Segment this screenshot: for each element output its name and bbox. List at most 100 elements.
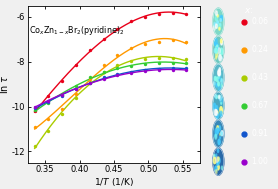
Circle shape [216, 111, 218, 115]
Circle shape [217, 149, 219, 153]
Point [170, 67, 175, 70]
Point [33, 109, 37, 112]
Circle shape [217, 15, 218, 17]
Circle shape [215, 134, 216, 137]
Point [184, 68, 188, 71]
Circle shape [218, 139, 220, 145]
Circle shape [219, 27, 220, 30]
Point [101, 76, 106, 79]
Circle shape [219, 95, 222, 101]
Text: 1.00: 1.00 [251, 157, 268, 166]
Point [157, 69, 161, 72]
Circle shape [215, 94, 216, 98]
Circle shape [213, 157, 216, 164]
Point [101, 38, 106, 41]
Circle shape [214, 49, 216, 53]
Circle shape [216, 154, 217, 156]
Circle shape [219, 126, 220, 131]
Point [88, 49, 92, 52]
Point [33, 106, 37, 109]
Circle shape [216, 52, 218, 57]
Circle shape [221, 41, 222, 45]
Circle shape [216, 43, 219, 49]
Point [46, 101, 51, 104]
Circle shape [217, 162, 218, 165]
Circle shape [216, 57, 217, 59]
Point [170, 61, 175, 64]
Circle shape [218, 158, 220, 163]
Circle shape [217, 45, 218, 48]
Point [115, 67, 120, 70]
Circle shape [216, 84, 217, 87]
Circle shape [214, 82, 215, 85]
Circle shape [218, 157, 219, 160]
Point [74, 64, 78, 67]
Circle shape [217, 21, 218, 23]
Point [129, 20, 133, 23]
Point [60, 93, 64, 96]
Point [74, 88, 78, 91]
Circle shape [219, 24, 221, 29]
Circle shape [221, 78, 222, 81]
Point [33, 108, 37, 111]
Point [170, 68, 175, 71]
Point [143, 70, 147, 73]
Point [101, 70, 106, 73]
Point [74, 85, 78, 88]
Circle shape [221, 109, 223, 114]
Point [115, 64, 120, 67]
Circle shape [214, 22, 215, 26]
Circle shape [221, 84, 222, 87]
Point [129, 47, 133, 50]
Circle shape [218, 84, 220, 90]
Circle shape [214, 26, 215, 30]
Circle shape [216, 95, 217, 99]
Circle shape [213, 92, 224, 119]
Point [46, 102, 51, 105]
Circle shape [216, 157, 218, 163]
Text: 0.91: 0.91 [251, 129, 268, 138]
Text: $x$:: $x$: [244, 6, 253, 15]
Point [115, 74, 120, 77]
Point [88, 76, 92, 79]
Point [184, 58, 188, 61]
Circle shape [215, 134, 217, 138]
Text: Co$_x$Zn$_{1-x}$Br$_2$(pyridine)$_2$: Co$_x$Zn$_{1-x}$Br$_2$(pyridine)$_2$ [29, 24, 125, 37]
Circle shape [213, 148, 224, 175]
Circle shape [215, 16, 217, 21]
Point [184, 40, 188, 43]
Point [33, 125, 37, 128]
Circle shape [215, 24, 217, 28]
Point [46, 117, 51, 120]
Point [74, 93, 78, 96]
Point [33, 105, 37, 108]
Point [115, 53, 120, 57]
Point [46, 99, 51, 102]
Point [157, 40, 161, 43]
Circle shape [214, 109, 217, 115]
Circle shape [214, 38, 217, 45]
Circle shape [213, 8, 224, 35]
Circle shape [221, 102, 222, 104]
Point [88, 81, 92, 84]
Circle shape [215, 134, 217, 139]
Circle shape [215, 166, 217, 172]
Circle shape [215, 11, 217, 15]
Circle shape [220, 19, 221, 22]
Circle shape [219, 68, 220, 72]
Circle shape [219, 55, 221, 61]
Circle shape [219, 95, 220, 99]
Point [74, 96, 78, 99]
Point [33, 144, 37, 147]
Point [143, 69, 147, 72]
Point [143, 62, 147, 65]
Circle shape [220, 39, 222, 43]
Circle shape [214, 77, 216, 81]
Point [129, 64, 133, 67]
Circle shape [215, 128, 218, 135]
Point [46, 130, 51, 133]
Circle shape [221, 166, 223, 170]
Circle shape [215, 170, 217, 174]
Circle shape [218, 70, 220, 76]
Circle shape [219, 96, 220, 98]
